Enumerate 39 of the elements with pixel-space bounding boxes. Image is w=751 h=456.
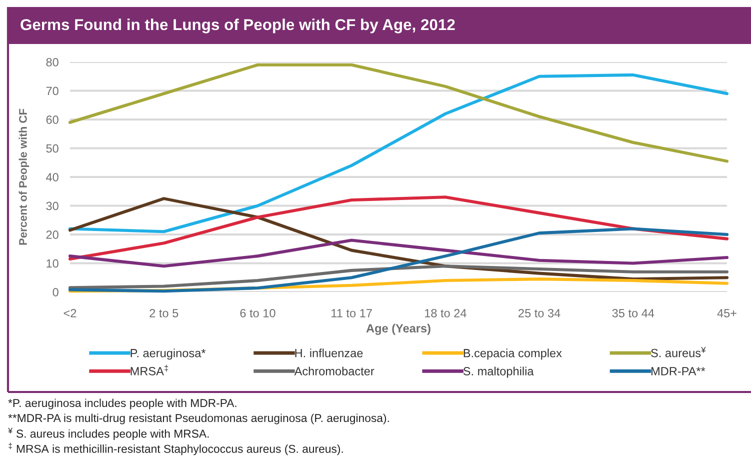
line-series <box>68 196 729 260</box>
x-tick-label: 6 to 10 <box>240 308 276 318</box>
x-tick-label: 35 to 44 <box>612 308 654 318</box>
x-tick-label: 18 to 24 <box>424 308 466 318</box>
x-tick-label: 2 to 5 <box>150 308 178 318</box>
line-series <box>68 227 729 293</box>
y-tick-label: 70 <box>46 86 58 96</box>
y-tick-label: 80 <box>46 58 58 66</box>
line-series <box>68 73 729 234</box>
x-tick-label: <2 <box>64 308 76 318</box>
y-tick-label: 30 <box>46 202 58 210</box>
text: *P. aeruginosa includes people with MDR-PA. <box>8 398 236 410</box>
y-tick-label: 10 <box>46 259 58 268</box>
x-tick-label: 45+ <box>717 309 736 318</box>
legend-label: B.cepacia complex <box>464 348 562 360</box>
line-series <box>68 238 729 268</box>
line-series <box>68 264 729 290</box>
y-tick-label: 0 <box>52 288 58 296</box>
x-tick-label: 25 to 34 <box>518 308 560 318</box>
chart-title: Germs Found in the Lungs of People with CF by Age, 2012 <box>20 18 455 34</box>
x-tick-label: 11 to 17 <box>332 309 372 318</box>
line-series <box>68 63 729 163</box>
text: $^{¥}$ S. aureus includes people with MRSA. <box>8 428 209 440</box>
legend-label: MDR-PA** <box>651 367 706 376</box>
legend-label: S. aureus$^{¥}$ <box>651 347 706 358</box>
legend-label: H. influenzae <box>295 348 363 358</box>
legend-label: MRSA$^{‡}$ <box>130 364 168 376</box>
y-tick-label: 20 <box>46 230 58 239</box>
line-series <box>68 197 729 281</box>
y-tick-label: 60 <box>46 116 58 124</box>
y-tick-label: 50 <box>46 144 58 153</box>
legend-label: P. aeruginosa* <box>130 348 206 360</box>
text: $^{‡}$ MRSA is methicillin-resistant Staphylococcus aureus (S. aureus). <box>8 442 343 456</box>
legend-label: S. maltophilia <box>463 366 534 378</box>
text: **MDR-PA is multi-drug resistant Pseudomonas aeruginosa (P. aeruginosa). <box>8 414 389 424</box>
y-axis-title: Percent of People with CF <box>18 108 30 245</box>
x-axis-title: Age (Years) <box>366 324 430 335</box>
legend-label: Achromobacter <box>294 366 374 376</box>
y-tick-label: 40 <box>46 173 58 182</box>
